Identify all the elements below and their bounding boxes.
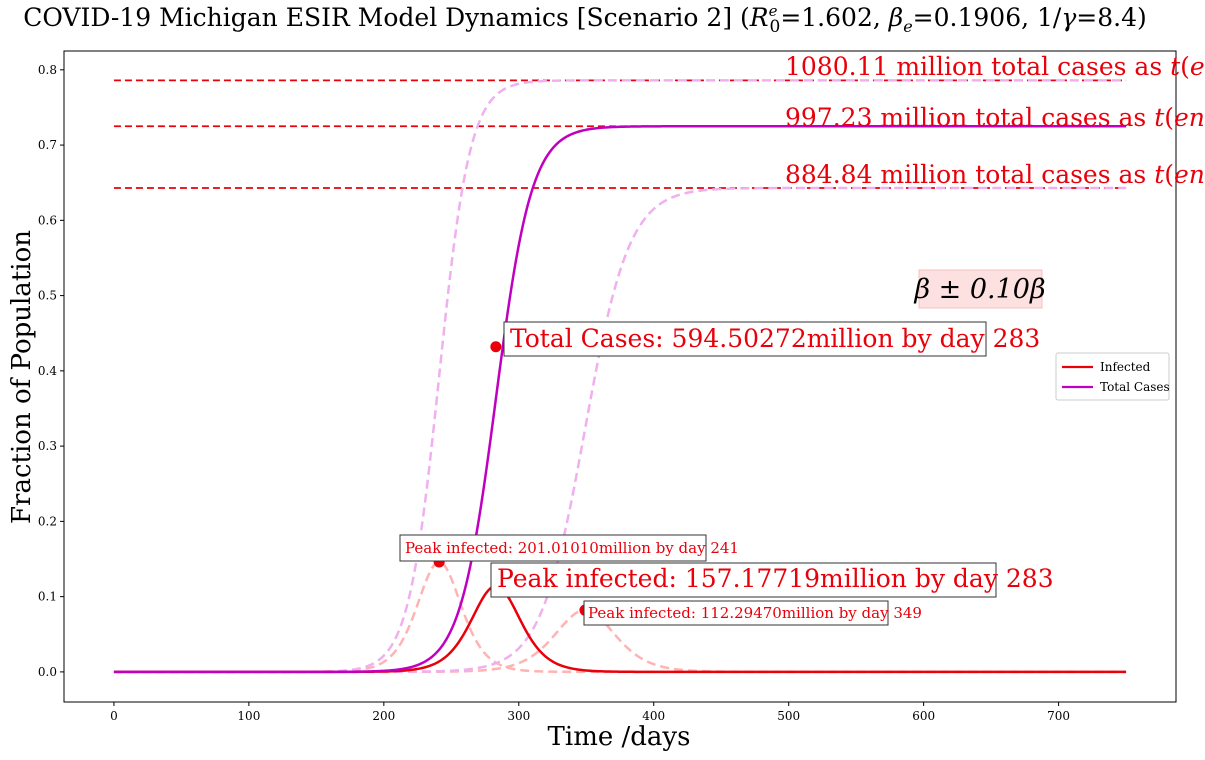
plot-frame [63, 50, 1177, 703]
hline-label-2: 997.23 million total cases as t(end) [785, 103, 1205, 132]
peak-late-annotation: Peak infected: 112.29470million by day 3… [588, 604, 922, 622]
y-tick-label: 0.7 [38, 138, 57, 152]
y-tick-label: 0.1 [38, 590, 57, 604]
peak-early-annotation: Peak infected: 201.01010million by day 2… [405, 539, 739, 557]
y-tick-label: 0.6 [38, 213, 57, 227]
y-tick-label: 0.3 [38, 439, 57, 453]
x-tick-label: 600 [912, 709, 935, 723]
y-tick-label: 0.4 [38, 364, 57, 378]
hline-label-1: 1080.11 million total cases as t(end) [785, 52, 1205, 81]
beta-range-box [918, 269, 1043, 309]
series-curves [113, 79, 1127, 674]
peak-main-annotation-box [490, 562, 997, 598]
x-tick-label: 0 [110, 709, 118, 723]
total-cases-annotation: Total Cases: 594.50272million by day 283 [510, 324, 1040, 353]
annotation-marker [490, 341, 502, 353]
series-variant-total-line [113, 186, 1127, 674]
y-tick-label: 0.0 [38, 665, 57, 679]
chart-title: COVID-19 Michigan ESIR Model Dynamics [S… [23, 2, 1147, 37]
axis-ticks: 0 100 200 300 400 500 600 700 0.0 0.1 0.2 0.3 0.4 0.5… [38, 63, 1070, 723]
x-tick-label: 200 [372, 709, 395, 723]
series-total-line [113, 125, 1127, 674]
x-tick-label: 500 [777, 709, 800, 723]
beta-range-label: β ± 0.10β [913, 274, 1045, 305]
y-tick-label: 0.5 [38, 289, 57, 303]
x-tick-label: 300 [507, 709, 530, 723]
peak-main-annotation: Peak infected: 157.17719million by day 2… [497, 564, 1054, 593]
legend-label-total: Total Cases [1100, 380, 1170, 394]
x-axis-title: Time /days [548, 722, 691, 752]
peak-early-annotation-box [399, 534, 707, 562]
x-tick-label: 400 [642, 709, 665, 723]
legend: Infected Total Cases [1055, 352, 1170, 401]
peak-late-annotation-box [583, 600, 889, 626]
y-tick-label: 0.8 [38, 63, 57, 77]
series-infected-line [113, 584, 1127, 674]
x-tick-label: 100 [237, 709, 260, 723]
y-axis-title: Fraction of Population [7, 230, 37, 524]
x-tick-label: 700 [1047, 709, 1070, 723]
total-cases-annotation-box [503, 321, 987, 357]
y-tick-label: 0.2 [38, 514, 57, 528]
legend-box [1055, 352, 1170, 401]
hline-label-3: 884.84 million total cases as t(end) [785, 160, 1205, 189]
legend-label-infected: Infected [1100, 360, 1151, 374]
